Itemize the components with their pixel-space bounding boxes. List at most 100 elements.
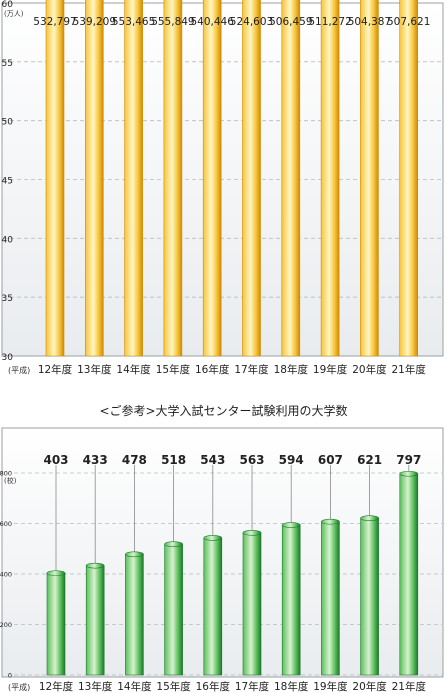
- y-tick-label: 600: [0, 520, 12, 528]
- bar-cap: [360, 515, 379, 521]
- value-label: 539,209: [73, 16, 116, 28]
- bar-cap: [85, 562, 105, 569]
- value-label: 403: [43, 453, 68, 467]
- value-label: 621: [357, 453, 382, 467]
- bar: [320, 0, 340, 357]
- value-label: 797: [396, 453, 421, 467]
- value-label: 433: [83, 453, 108, 467]
- y-tick-label: 55: [2, 59, 13, 69]
- value-label: 532,797: [33, 16, 76, 28]
- bar: [202, 0, 222, 357]
- bar: [399, 0, 419, 357]
- x-tick-label: 12年度: [38, 363, 73, 376]
- bar: [125, 554, 144, 676]
- x-tick-label: 18年度: [274, 363, 309, 376]
- x-tick-label: 19年度: [313, 680, 348, 693]
- yellow-chart-bars: [45, 0, 419, 357]
- x-tick-label: 21年度: [392, 680, 427, 693]
- bar-cap: [242, 530, 262, 536]
- y-tick-label: 50: [2, 118, 14, 128]
- y-tick-label: 35: [2, 294, 13, 304]
- bar: [85, 0, 104, 357]
- bar-cap: [321, 518, 340, 525]
- green-chart-y-ticks: 0 200 400 600 800: [0, 470, 12, 680]
- bar: [360, 0, 379, 357]
- bar: [360, 517, 379, 676]
- green-chart-unit-label: (校): [4, 476, 17, 485]
- value-label: 504,387: [348, 16, 391, 28]
- green-chart-bars: [46, 470, 419, 676]
- bar: [399, 473, 419, 676]
- yellow-chart-x-labels: 12年度 13年度 14年度 15年度 16年度 17年度 18年度 19年度 20年度 21年度: [38, 363, 427, 376]
- bar-cap: [281, 522, 301, 528]
- value-label: 506,459: [269, 16, 312, 28]
- y-tick-label: 30: [2, 353, 14, 363]
- y-tick-label: 400: [0, 571, 12, 579]
- green-chart-era-label: (平成): [8, 682, 30, 692]
- y-tick-label: 60: [2, 0, 14, 10]
- bar: [124, 0, 143, 357]
- yellow-chart-unit-label: (万人): [4, 10, 24, 18]
- green-chart-title: <ご参考>大学入試センター試験利用の大学数: [99, 404, 348, 418]
- y-tick-label: 0: [8, 672, 12, 680]
- bar: [85, 565, 105, 676]
- yellow-chart-era-label: (平成): [8, 365, 30, 375]
- bar-cap: [203, 535, 223, 541]
- value-label: 555,849: [151, 16, 194, 28]
- x-tick-label: 20年度: [352, 680, 387, 693]
- x-tick-label: 14年度: [117, 680, 152, 693]
- yellow-chart-value-labels: 532,797539,209553,465555,849540,446524,6…: [33, 16, 430, 28]
- x-tick-label: 12年度: [39, 680, 74, 693]
- x-tick-label: 20年度: [352, 363, 387, 376]
- value-label: 518: [161, 453, 186, 467]
- bar: [281, 0, 301, 357]
- x-tick-label: 16年度: [195, 363, 230, 376]
- yellow-chart: 30 35 40 45 50 55 60 532,797539,209553,465555,…: [1, 0, 444, 376]
- x-tick-label: 13年度: [78, 680, 113, 693]
- y-tick-label: 800: [0, 470, 12, 478]
- value-label: 594: [279, 453, 304, 467]
- bar: [242, 532, 262, 676]
- x-tick-label: 17年度: [234, 363, 269, 376]
- green-chart-x-labels: 12年度 13年度 14年度 15年度 16年度 17年度 18年度 19年度 20年度 21年度: [39, 680, 427, 693]
- value-label: 563: [239, 453, 264, 467]
- y-tick-label: 200: [0, 621, 12, 629]
- bar-cap: [46, 570, 66, 577]
- bar: [163, 0, 183, 357]
- x-tick-label: 15年度: [156, 680, 191, 693]
- value-label: 543: [200, 453, 225, 467]
- value-label: 524,603: [230, 16, 273, 28]
- x-tick-label: 16年度: [196, 680, 231, 693]
- bar: [46, 572, 66, 676]
- y-tick-label: 45: [2, 177, 13, 187]
- bar: [203, 537, 223, 676]
- x-tick-label: 17年度: [235, 680, 270, 693]
- bar: [242, 0, 261, 357]
- bar: [45, 0, 65, 357]
- value-label: 478: [122, 453, 147, 467]
- x-tick-label: 18年度: [274, 680, 309, 693]
- green-chart-grid: [14, 472, 442, 676]
- green-chart-value-labels: 403 433 478 518 543 563 594 607 621 797: [43, 453, 421, 467]
- bar-cap: [125, 551, 144, 558]
- x-tick-label: 19年度: [313, 363, 348, 376]
- x-tick-label: 15年度: [156, 363, 191, 376]
- x-tick-label: 21年度: [392, 363, 427, 376]
- yellow-chart-y-ticks: 30 35 40 45 50 55 60: [2, 0, 14, 363]
- y-tick-label: 40: [2, 235, 14, 245]
- value-label: 540,446: [190, 16, 234, 28]
- x-tick-label: 14年度: [116, 363, 151, 376]
- value-label: 607: [318, 453, 343, 467]
- value-label: 553,465: [112, 16, 155, 28]
- value-label: 507,621: [387, 16, 430, 28]
- x-tick-label: 13年度: [77, 363, 112, 376]
- bar: [164, 543, 183, 676]
- bar-cap: [399, 470, 419, 477]
- bar: [281, 524, 301, 676]
- bar-cap: [164, 541, 183, 548]
- value-label: 511,272: [308, 16, 351, 28]
- bar: [321, 521, 340, 676]
- green-chart-leader-lines: [55, 465, 410, 574]
- green-chart: 0 200 400 600 800 403 433 478 518 543 563 594 607 62…: [0, 427, 444, 693]
